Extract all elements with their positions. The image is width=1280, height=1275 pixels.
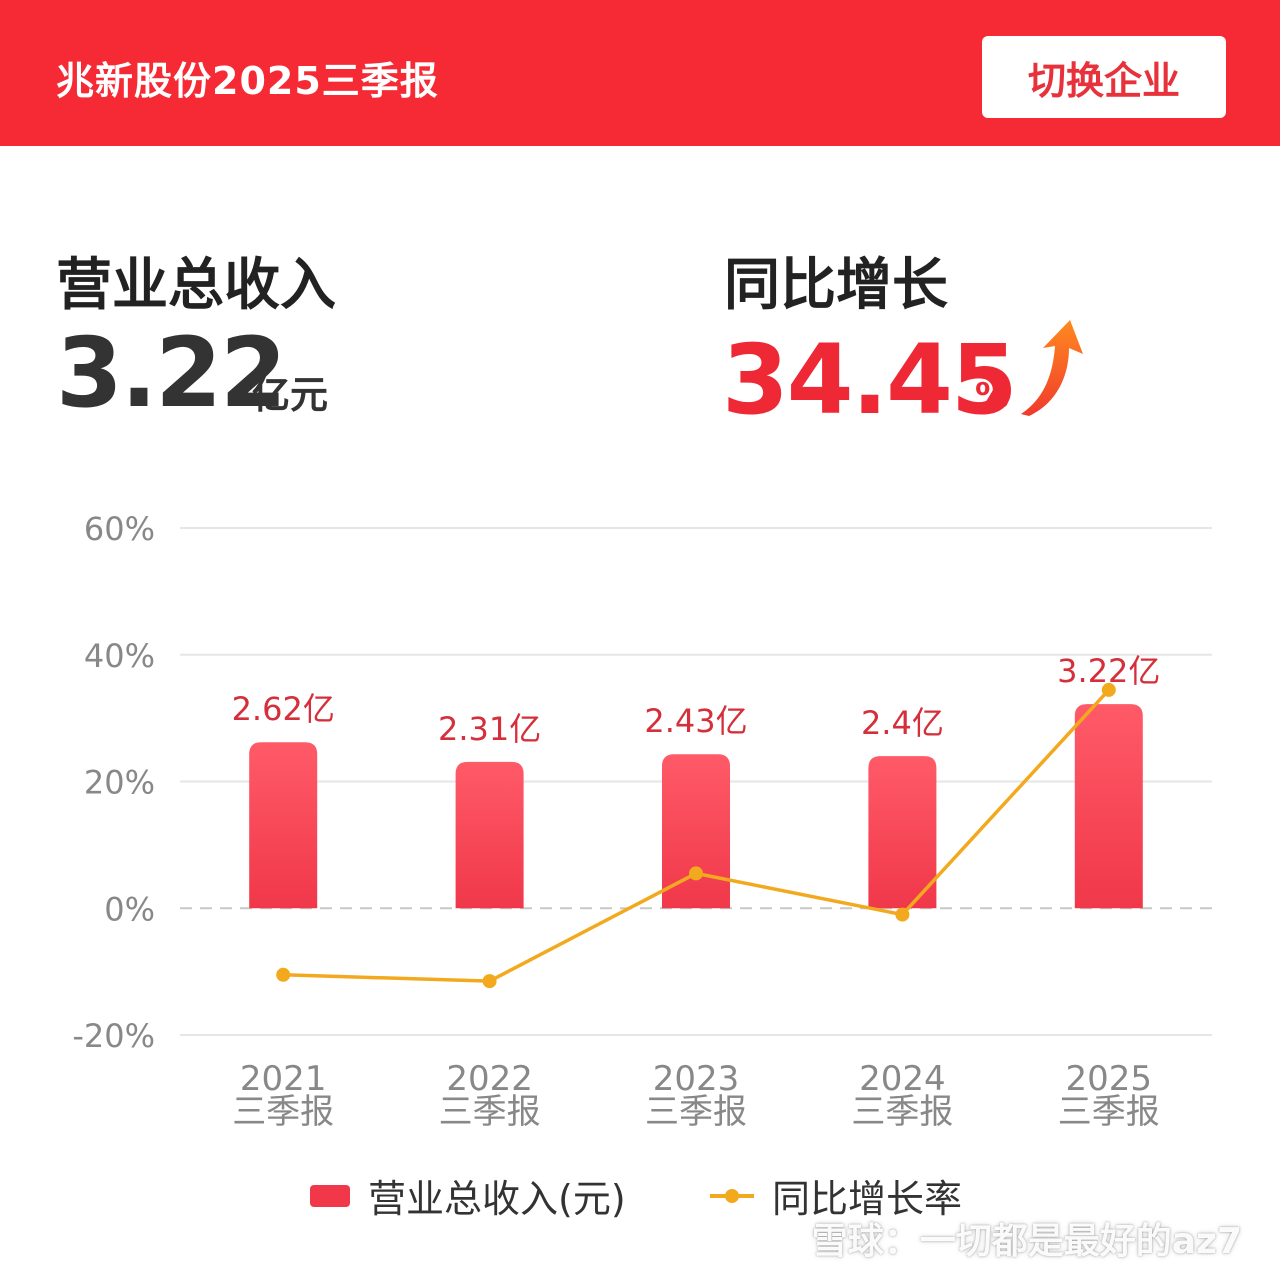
legend-bar-swatch <box>310 1184 350 1207</box>
page-title: 兆新股份2025三季报 <box>56 59 439 103</box>
growth-point <box>895 907 910 922</box>
bar-revenue <box>868 756 937 909</box>
x-tick-label-period: 三季报 <box>439 1092 541 1132</box>
x-tick-label-period: 三季报 <box>1058 1092 1160 1132</box>
growth-point <box>276 967 291 982</box>
revenue-value: 3.22 <box>56 317 287 429</box>
y-tick-label: 40% <box>84 637 155 675</box>
bar-revenue <box>249 742 318 909</box>
bar-revenue <box>1074 704 1143 909</box>
watermark: 雪球：一切都是最好的az7 <box>811 1221 1242 1262</box>
revenue-label: 营业总收入 <box>56 253 336 318</box>
growth-point <box>1101 682 1116 697</box>
bar-data-label: 2.31亿 <box>438 710 541 748</box>
x-tick-label-period: 三季报 <box>232 1092 334 1132</box>
x-tick-label-year: 2024 <box>859 1059 946 1099</box>
y-tick-label: 20% <box>84 764 155 802</box>
legend-label-revenue: 营业总收入(元) <box>368 1177 626 1221</box>
x-tick-label-period: 三季报 <box>645 1092 747 1132</box>
x-tick-label-year: 2021 <box>240 1059 327 1099</box>
chart-legend: 营业总收入(元) 同比增长率 <box>0 1168 1280 1221</box>
y-tick-label: 60% <box>84 510 155 548</box>
legend-item-growth: 同比增长率 <box>710 1168 962 1223</box>
up-arrow-icon <box>1021 320 1083 416</box>
legend-item-revenue: 营业总收入(元) <box>310 1168 626 1223</box>
bar-data-label: 2.43亿 <box>644 702 747 740</box>
x-tick-label-year: 2025 <box>1066 1059 1153 1099</box>
switch-company-button[interactable]: 切换企业 <box>982 36 1226 118</box>
growth-label: 同比增长 <box>724 253 948 318</box>
legend-label-growth: 同比增长率 <box>772 1177 963 1221</box>
legend-line-swatch <box>710 1188 754 1203</box>
bar-data-label: 2.62亿 <box>232 690 335 728</box>
revenue-unit: 亿元 <box>252 373 329 417</box>
bar-data-label: 2.4亿 <box>861 704 944 742</box>
y-tick-label: -20% <box>72 1017 155 1055</box>
bar-revenue <box>662 754 730 909</box>
growth-unit: % <box>975 376 1010 416</box>
x-tick-label-year: 2023 <box>653 1059 740 1099</box>
y-tick-label: 0% <box>104 890 155 928</box>
x-tick-label-period: 三季报 <box>851 1092 953 1132</box>
x-tick-label-year: 2022 <box>446 1059 533 1099</box>
growth-point <box>689 866 703 881</box>
growth-value: 34.45 <box>722 324 1018 436</box>
bar-revenue <box>455 761 524 909</box>
growth-point <box>482 974 497 989</box>
header-bar: 兆新股份2025三季报 切换企业 <box>0 0 1280 146</box>
